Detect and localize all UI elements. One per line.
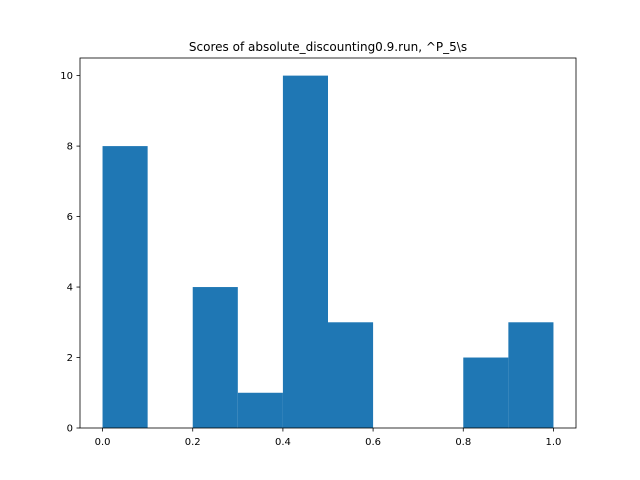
x-tick-label: 0.0 — [95, 437, 111, 448]
chart-title: Scores of absolute_discounting0.9.run, ^… — [189, 40, 467, 54]
x-tick-label: 0.6 — [365, 437, 381, 448]
x-axis-ticks: 0.0 0.2 0.4 0.6 0.8 1.0 — [95, 428, 562, 448]
y-tick-label: 6 — [67, 212, 73, 223]
histogram-bar — [463, 357, 509, 428]
x-tick-label: 0.4 — [275, 437, 291, 448]
x-tick-label: 1.0 — [546, 437, 562, 448]
bars-group — [102, 75, 554, 428]
y-tick-label: 10 — [60, 71, 73, 82]
y-tick-label: 4 — [67, 283, 73, 294]
histogram-bar — [237, 392, 283, 428]
plot-frame — [79, 57, 577, 429]
histogram-bar — [282, 75, 328, 428]
x-tick-label: 0.2 — [185, 437, 201, 448]
x-tick-label: 0.8 — [455, 437, 471, 448]
y-tick-label: 8 — [67, 142, 73, 153]
y-tick-label: 2 — [67, 353, 73, 364]
histogram-bar — [102, 146, 148, 428]
histogram-bar — [192, 287, 238, 428]
y-axis-ticks: 0 2 4 6 8 10 — [60, 71, 80, 435]
y-tick-label: 0 — [67, 424, 73, 435]
histogram-bar — [328, 322, 374, 428]
histogram-bar — [508, 322, 554, 428]
